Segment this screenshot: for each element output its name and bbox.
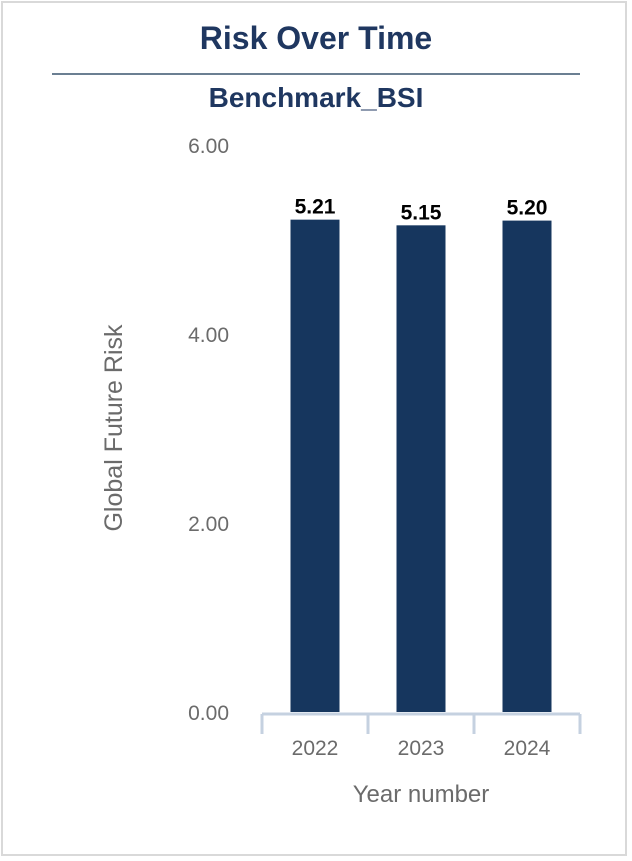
bar-2024 bbox=[502, 220, 552, 712]
x-tick-label: 2022 bbox=[292, 737, 339, 760]
x-tick-label: 2023 bbox=[398, 737, 445, 760]
x-axis bbox=[260, 712, 582, 734]
y-tick-label: 2.00 bbox=[188, 513, 229, 536]
x-axis-label: Year number bbox=[353, 781, 490, 808]
y-axis-ticks: 0.00 2.00 4.00 6.00 bbox=[188, 135, 229, 725]
data-label: 5.20 bbox=[507, 197, 548, 220]
y-axis-label: Global Future Risk bbox=[100, 324, 128, 532]
bars: 5.21 5.15 5.20 bbox=[290, 196, 552, 712]
data-label: 5.15 bbox=[401, 201, 442, 224]
y-tick-label: 0.00 bbox=[188, 702, 229, 725]
x-axis-ticks: 2022 2023 2024 bbox=[292, 737, 551, 760]
y-tick-label: 4.00 bbox=[188, 324, 229, 347]
title-divider bbox=[52, 73, 580, 75]
bar-2023 bbox=[396, 225, 446, 712]
y-tick-label: 6.00 bbox=[188, 135, 229, 158]
chart-title: Risk Over Time bbox=[199, 20, 433, 56]
chart-subtitle: Benchmark_BSI bbox=[208, 82, 424, 113]
x-tick-label: 2024 bbox=[504, 737, 551, 760]
bar-2022 bbox=[290, 219, 340, 712]
data-label: 5.21 bbox=[295, 196, 336, 219]
